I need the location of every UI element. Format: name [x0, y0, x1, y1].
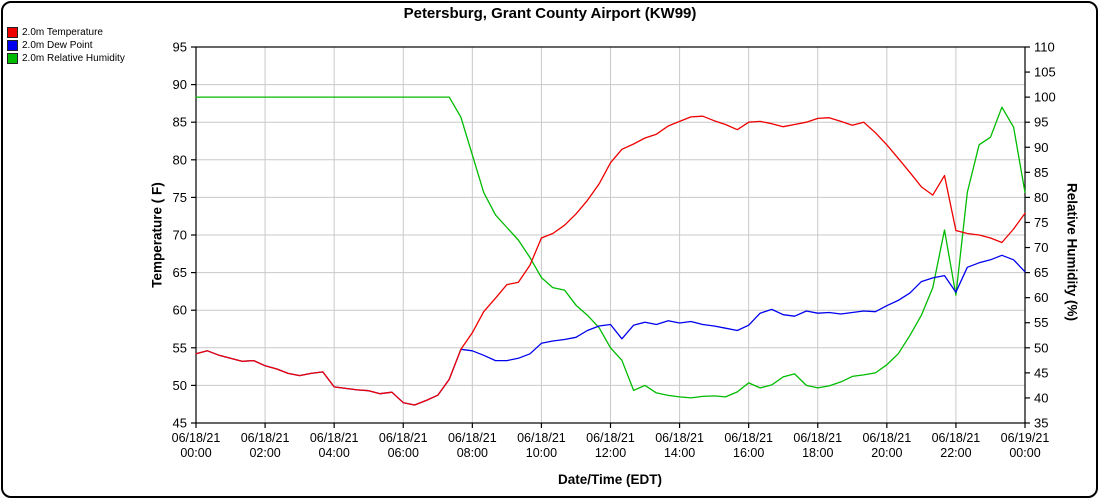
svg-text:50: 50 — [173, 378, 187, 393]
x-axis-title: Date/Time (EDT) — [557, 472, 663, 487]
svg-text:16:00: 16:00 — [733, 446, 764, 460]
chart-title: Petersburg, Grant County Airport (KW99) — [403, 5, 697, 22]
svg-text:80: 80 — [1034, 190, 1048, 205]
svg-text:08:00: 08:00 — [457, 446, 488, 460]
svg-text:06/19/21: 06/19/21 — [1001, 431, 1050, 445]
legend-swatch-relative-humidity-icon — [7, 53, 18, 64]
svg-text:60: 60 — [1034, 290, 1048, 305]
chart-legend: 2.0m Temperature 2.0m Dew Point 2.0m Rel… — [7, 27, 125, 64]
svg-text:06/18/21: 06/18/21 — [241, 431, 290, 445]
legend-label-relative-humidity: 2.0m Relative Humidity — [22, 53, 125, 64]
svg-text:40: 40 — [1034, 390, 1048, 405]
svg-text:55: 55 — [173, 340, 187, 355]
svg-text:90: 90 — [173, 77, 187, 92]
svg-text:02:00: 02:00 — [249, 446, 280, 460]
svg-text:105: 105 — [1034, 65, 1056, 80]
svg-text:06/18/21: 06/18/21 — [793, 431, 842, 445]
svg-text:75: 75 — [1034, 215, 1048, 230]
svg-text:80: 80 — [173, 152, 187, 167]
svg-text:50: 50 — [1034, 340, 1048, 355]
svg-text:06/18/21: 06/18/21 — [655, 431, 704, 445]
legend-swatch-temperature-icon — [7, 27, 18, 38]
svg-text:85: 85 — [173, 115, 187, 130]
svg-text:45: 45 — [173, 416, 187, 431]
legend-swatch-dew-point-icon — [7, 40, 18, 51]
svg-text:12:00: 12:00 — [595, 446, 626, 460]
svg-text:06/18/21: 06/18/21 — [379, 431, 428, 445]
svg-text:06/18/21: 06/18/21 — [517, 431, 566, 445]
svg-text:75: 75 — [173, 190, 187, 205]
svg-text:06/18/21: 06/18/21 — [724, 431, 773, 445]
svg-text:35: 35 — [1034, 416, 1048, 431]
svg-text:100: 100 — [1034, 90, 1056, 105]
svg-text:06/18/21: 06/18/21 — [586, 431, 635, 445]
2-0m-relative-humidity-line — [195, 96, 1026, 399]
legend-item-temperature: 2.0m Temperature — [7, 27, 125, 38]
svg-text:22:00: 22:00 — [940, 446, 971, 460]
svg-text:55: 55 — [1034, 315, 1048, 330]
legend-item-dew-point: 2.0m Dew Point — [7, 40, 125, 51]
2-0m-temperature-line — [195, 115, 1026, 406]
svg-text:14:00: 14:00 — [664, 446, 695, 460]
svg-text:06/18/21: 06/18/21 — [310, 431, 359, 445]
svg-text:60: 60 — [173, 303, 187, 318]
svg-text:06/18/21: 06/18/21 — [862, 431, 911, 445]
svg-text:90: 90 — [1034, 140, 1048, 155]
svg-text:45: 45 — [1034, 365, 1048, 380]
svg-text:00:00: 00:00 — [1009, 446, 1040, 460]
svg-text:70: 70 — [173, 228, 187, 243]
svg-text:85: 85 — [1034, 165, 1048, 180]
svg-text:95: 95 — [173, 40, 187, 55]
svg-text:65: 65 — [173, 265, 187, 280]
svg-text:00:00: 00:00 — [180, 446, 211, 460]
svg-text:06:00: 06:00 — [388, 446, 419, 460]
svg-text:70: 70 — [1034, 240, 1048, 255]
svg-text:95: 95 — [1034, 115, 1048, 130]
svg-text:18:00: 18:00 — [802, 446, 833, 460]
svg-text:04:00: 04:00 — [319, 446, 350, 460]
svg-text:06/18/21: 06/18/21 — [932, 431, 981, 445]
legend-item-relative-humidity: 2.0m Relative Humidity — [7, 53, 125, 64]
svg-text:06/18/21: 06/18/21 — [448, 431, 497, 445]
svg-text:06/18/21: 06/18/21 — [172, 431, 221, 445]
svg-text:110: 110 — [1034, 40, 1055, 55]
svg-text:10:00: 10:00 — [526, 446, 557, 460]
legend-label-dew-point: 2.0m Dew Point — [22, 40, 93, 51]
legend-label-temperature: 2.0m Temperature — [22, 27, 103, 38]
svg-text:65: 65 — [1034, 265, 1048, 280]
svg-text:20:00: 20:00 — [871, 446, 902, 460]
